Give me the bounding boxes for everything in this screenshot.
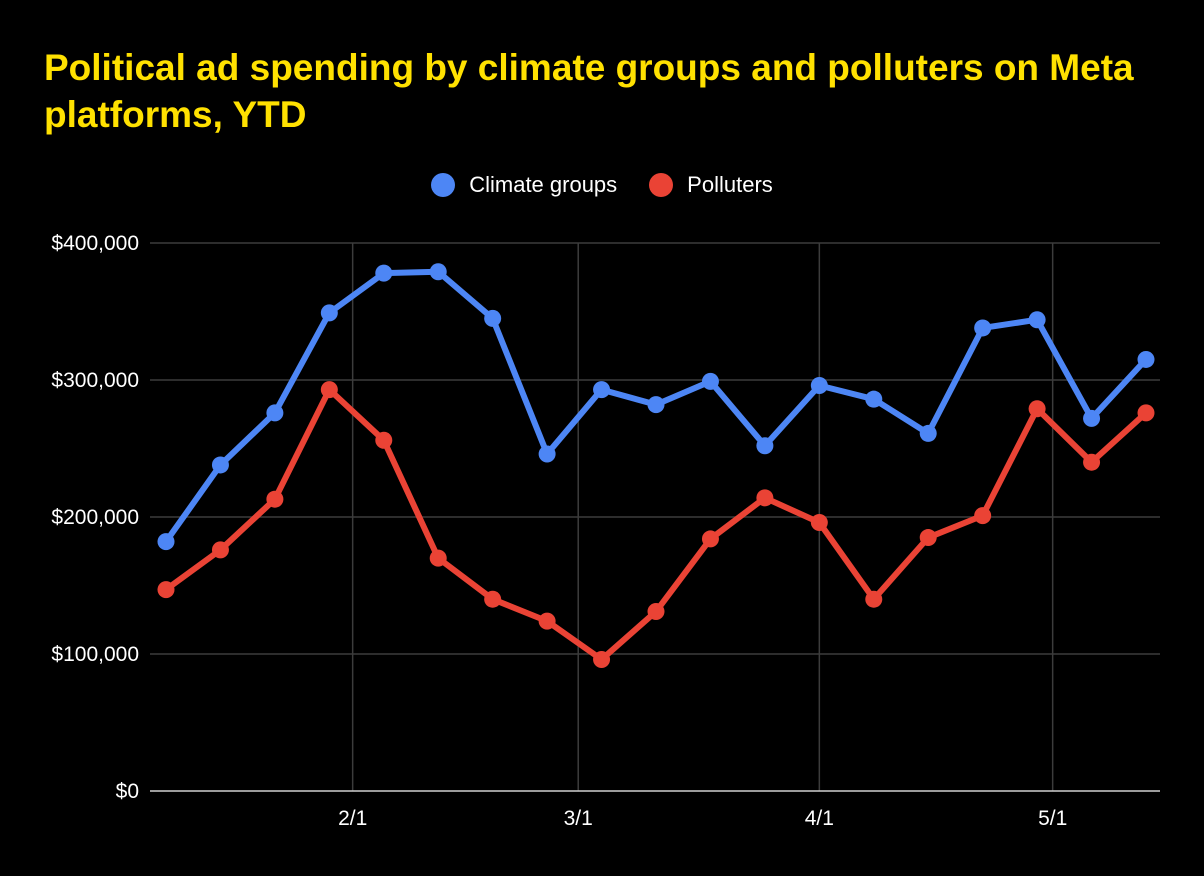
y-tick-label: $200,000 (51, 506, 139, 529)
chart-legend: Climate groups Polluters (0, 170, 1204, 200)
y-tick-label: $0 (116, 780, 139, 803)
x-tick-label: 5/1 (1038, 807, 1067, 830)
y-tick-label: $400,000 (51, 232, 139, 255)
data-point-climate-groups[interactable] (756, 437, 774, 455)
data-point-polluters[interactable] (484, 590, 502, 608)
data-point-climate-groups[interactable] (429, 263, 447, 281)
data-point-polluters[interactable] (974, 507, 992, 525)
data-point-climate-groups[interactable] (701, 372, 719, 390)
x-tick-label: 3/1 (564, 807, 593, 830)
data-point-climate-groups[interactable] (593, 381, 611, 399)
data-point-climate-groups[interactable] (919, 424, 937, 442)
legend-label-climate-groups: Climate groups (469, 172, 618, 197)
data-point-climate-groups[interactable] (211, 456, 229, 474)
x-tick-label: 4/1 (805, 807, 834, 830)
data-point-climate-groups[interactable] (1137, 350, 1155, 368)
axis-layer: $0 $100,000 $200,000 $300,000 $400,000 2/1 3/1… (51, 232, 1160, 830)
data-point-polluters[interactable] (865, 590, 883, 608)
data-point-polluters[interactable] (538, 612, 556, 630)
data-point-climate-groups[interactable] (538, 445, 556, 463)
data-point-climate-groups[interactable] (484, 309, 502, 327)
data-point-climate-groups[interactable] (157, 533, 175, 551)
legend-swatch-polluters (649, 173, 674, 197)
data-point-polluters[interactable] (157, 581, 175, 599)
data-point-climate-groups[interactable] (974, 319, 992, 337)
data-point-polluters[interactable] (429, 549, 447, 567)
data-point-climate-groups[interactable] (865, 390, 883, 408)
data-point-polluters[interactable] (647, 603, 665, 621)
data-point-polluters[interactable] (266, 490, 284, 508)
data-point-climate-groups[interactable] (266, 404, 284, 422)
x-tick-label: 2/1 (338, 807, 367, 830)
legend-item-polluters[interactable]: Polluters (649, 172, 773, 198)
data-point-climate-groups[interactable] (1028, 311, 1046, 329)
data-point-climate-groups[interactable] (320, 304, 338, 322)
data-point-climate-groups[interactable] (375, 264, 393, 282)
data-point-polluters[interactable] (211, 541, 229, 559)
data-point-polluters[interactable] (919, 529, 937, 547)
data-point-polluters[interactable] (375, 431, 393, 449)
series-layer (157, 263, 1155, 668)
data-point-polluters[interactable] (810, 513, 828, 531)
legend-item-climate-groups[interactable]: Climate groups (431, 172, 617, 198)
data-point-climate-groups[interactable] (810, 376, 828, 394)
data-point-climate-groups[interactable] (1083, 409, 1101, 427)
y-tick-label: $100,000 (51, 643, 139, 666)
data-point-polluters[interactable] (701, 530, 719, 548)
y-tick-label: $300,000 (51, 369, 139, 392)
data-point-polluters[interactable] (756, 489, 774, 507)
data-point-polluters[interactable] (1028, 400, 1046, 418)
data-point-climate-groups[interactable] (647, 396, 665, 414)
data-point-polluters[interactable] (1137, 404, 1155, 422)
legend-label-polluters: Polluters (687, 172, 773, 197)
chart-title: Political ad spending by climate groups … (44, 47, 1134, 135)
data-point-polluters[interactable] (593, 650, 611, 668)
data-point-polluters[interactable] (320, 381, 338, 399)
data-point-polluters[interactable] (1083, 453, 1101, 471)
legend-swatch-climate-groups (431, 173, 456, 197)
